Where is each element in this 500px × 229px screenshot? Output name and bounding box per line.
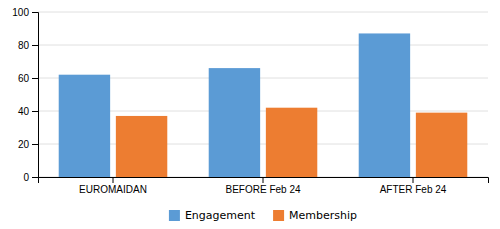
legend-item: Membership — [273, 209, 357, 222]
y-tick-label: 60 — [18, 73, 30, 84]
y-tick-label: 100 — [12, 7, 29, 18]
x-axis-line — [39, 178, 489, 184]
bar-series — [59, 33, 410, 177]
bar — [359, 33, 410, 177]
y-tick-mark — [32, 45, 38, 46]
y-tick: 40 — [18, 106, 38, 117]
legend-swatch — [169, 210, 180, 221]
y-tick-mark — [32, 12, 38, 13]
y-tick: 60 — [18, 73, 38, 84]
y-tick-mark — [32, 111, 38, 112]
bar — [116, 116, 167, 177]
x-tick-label: BEFORE Feb 24 — [225, 184, 300, 195]
bar — [416, 113, 467, 177]
x-tick: AFTER Feb 24 — [380, 177, 447, 195]
x-axis: EUROMAIDAN BEFORE Feb 24 AFTER Feb 24 — [39, 177, 489, 195]
y-tick-mark — [32, 144, 38, 145]
x-tick-label: AFTER Feb 24 — [380, 184, 447, 195]
x-tick-mark — [263, 177, 264, 183]
legend-label: Engagement — [185, 209, 256, 222]
grid-line — [38, 12, 488, 13]
y-axis: 0 20 40 60 80 100 — [12, 7, 38, 183]
legend-item: Engagement — [169, 209, 256, 222]
y-tick-label: 80 — [18, 40, 30, 51]
legend-swatch — [273, 210, 284, 221]
y-tick-label: 40 — [18, 106, 30, 117]
y-tick: 20 — [18, 139, 38, 150]
grid-line — [38, 45, 488, 46]
x-tick-mark — [113, 177, 114, 183]
y-tick-label: 0 — [23, 172, 29, 183]
chart: 0 20 40 60 80 100 EUROMAIDAN BEFORE Feb 24 AFTER… — [0, 0, 500, 229]
bar — [209, 68, 260, 177]
plot: 0 20 40 60 80 100 EUROMAIDAN BEFORE Feb 24 AFTER… — [12, 7, 488, 195]
bar — [266, 108, 317, 177]
y-axis-line — [32, 13, 39, 178]
y-tick: 100 — [12, 7, 38, 18]
x-tick-label: EUROMAIDAN — [79, 184, 147, 195]
grid — [38, 12, 488, 177]
y-tick-label: 20 — [18, 139, 30, 150]
y-tick: 80 — [18, 40, 38, 51]
bar — [59, 75, 110, 177]
y-tick-mark — [32, 177, 38, 178]
y-tick: 0 — [23, 172, 38, 183]
x-tick: EUROMAIDAN — [79, 177, 147, 195]
x-tick: BEFORE Feb 24 — [225, 177, 300, 195]
bars — [59, 33, 468, 177]
x-tick-mark — [413, 177, 414, 183]
bar-series — [116, 108, 467, 177]
y-tick-mark — [32, 78, 38, 79]
legend-label: Membership — [289, 209, 357, 222]
legend: Engagement Membership — [169, 209, 357, 222]
